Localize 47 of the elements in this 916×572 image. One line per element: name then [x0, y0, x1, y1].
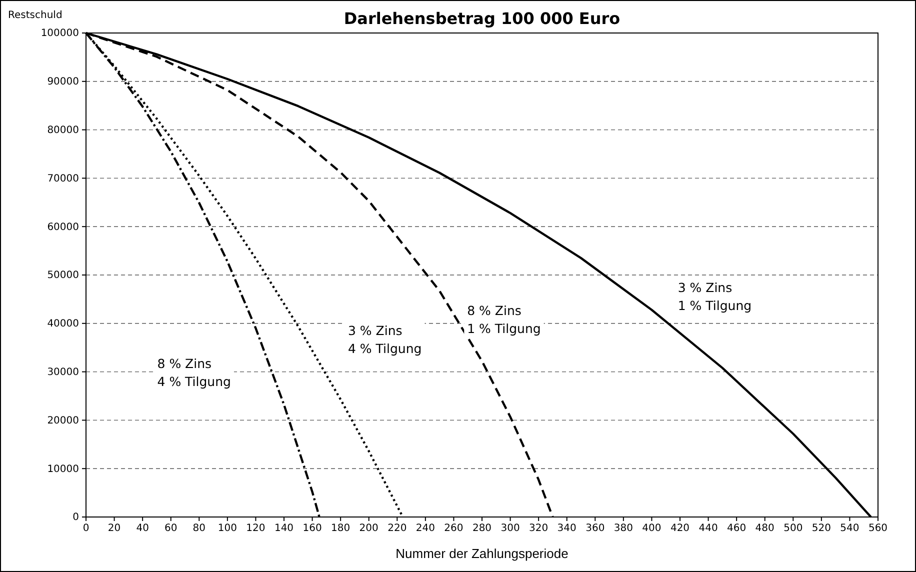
x-tick-label: 380 — [614, 523, 633, 534]
x-tick-label: 520 — [812, 523, 831, 534]
y-tick-label: 40000 — [47, 318, 79, 330]
x-tick-label: 360 — [586, 523, 605, 534]
y-tick-label: 90000 — [47, 76, 79, 88]
x-tick-label: 120 — [246, 523, 266, 534]
x-tick-label: 100 — [218, 523, 237, 534]
y-tick-label: 10000 — [47, 464, 79, 475]
series-label: 3 % Zins 1 % Tilgung — [678, 280, 752, 313]
y-tick-label: 0 — [72, 512, 79, 524]
x-tick-label: 220 — [388, 523, 407, 534]
x-tick-label: 400 — [642, 523, 662, 534]
y-tick-label: 20000 — [47, 415, 79, 426]
y-axis-title: Restschuld — [8, 10, 62, 21]
x-tick-label: 0 — [82, 523, 90, 534]
y-tick-label: 30000 — [47, 367, 79, 378]
x-tick-label: 300 — [500, 523, 520, 534]
x-tick-label: 240 — [416, 523, 435, 534]
x-tick-label: 80 — [192, 523, 206, 534]
x-tick-label: 440 — [698, 523, 718, 534]
x-tick-label: 420 — [670, 523, 690, 534]
x-tick-label: 280 — [472, 523, 492, 534]
x-tick-label: 260 — [444, 523, 464, 534]
x-axis-title: Nummer der Zahlungsperiode — [396, 546, 568, 561]
x-tick-label: 320 — [529, 523, 548, 534]
series-label: 8 % Zins 1 % Tilgung — [467, 303, 541, 336]
x-tick-label: 200 — [359, 523, 378, 534]
x-tick-label: 340 — [557, 523, 576, 534]
text: 3 % Zins 4 % Tilgung — [348, 322, 422, 356]
x-tick-label: 500 — [784, 523, 803, 534]
x-tick-label: 180 — [331, 523, 350, 534]
y-tick-label: 60000 — [47, 222, 79, 233]
x-tick-label: 560 — [868, 523, 888, 534]
x-tick-label: 540 — [840, 523, 860, 534]
x-tick-label: 140 — [274, 523, 294, 534]
y-tick-label: 70000 — [47, 173, 79, 184]
chart-title: Darlehensbetrag 100 000 Euro — [344, 9, 620, 28]
x-tick-label: 20 — [108, 523, 121, 534]
x-tick-label: 460 — [727, 523, 746, 534]
x-tick-label: 480 — [755, 523, 774, 534]
y-tick-label: 100000 — [40, 28, 79, 40]
y-tick-label: 80000 — [47, 125, 79, 136]
x-tick-label: 60 — [164, 523, 178, 534]
text: 8 % Zins 4 % Tilgung — [157, 356, 231, 390]
x-tick-label: 40 — [136, 523, 149, 534]
y-tick-label: 50000 — [47, 270, 79, 282]
x-tick-label: 160 — [302, 523, 322, 534]
